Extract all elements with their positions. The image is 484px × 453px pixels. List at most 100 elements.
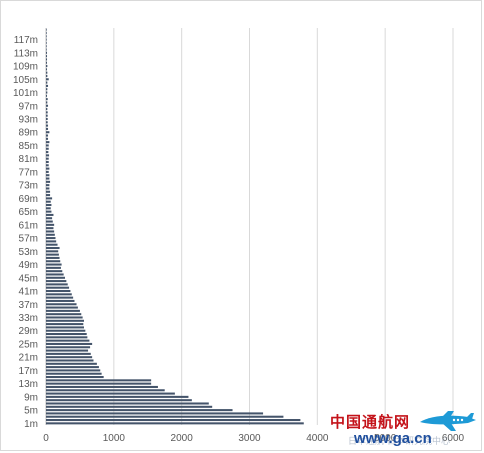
- bar: [46, 422, 304, 425]
- y-tick-label: 61m: [19, 220, 38, 231]
- bar: [46, 409, 233, 412]
- bar: [46, 45, 47, 48]
- bar: [46, 303, 77, 306]
- bar: [46, 399, 192, 402]
- bar: [46, 227, 54, 230]
- bar: [46, 323, 84, 326]
- bar: [46, 78, 49, 81]
- bar: [46, 349, 89, 352]
- airplane-icon: [420, 411, 476, 431]
- bar: [46, 55, 48, 58]
- bar: [46, 276, 65, 279]
- bar: [46, 180, 51, 183]
- bar: [46, 61, 48, 64]
- y-tick-label: 17m: [19, 366, 38, 377]
- y-tick-label: 21m: [19, 353, 38, 364]
- bar: [46, 395, 189, 398]
- y-tick-label: 101m: [13, 88, 38, 99]
- bar: [46, 210, 52, 213]
- y-tick-label: 89m: [19, 128, 38, 139]
- bar: [46, 405, 213, 408]
- bar: [46, 164, 49, 167]
- bar: [46, 71, 48, 74]
- bar: [46, 306, 78, 309]
- y-tick-label: 109m: [13, 62, 38, 73]
- bar: [46, 359, 94, 362]
- y-tick-label: 9m: [24, 392, 38, 403]
- bar: [46, 184, 50, 187]
- y-tick-label: 81m: [19, 154, 38, 165]
- bar: [46, 131, 50, 134]
- bar: [46, 101, 48, 104]
- bar: [46, 389, 165, 392]
- bar: [46, 88, 48, 91]
- bar: [46, 286, 70, 289]
- bar: [46, 190, 51, 193]
- bar: [46, 283, 68, 286]
- bar: [46, 207, 51, 210]
- bar: [46, 412, 264, 415]
- bar: [46, 372, 102, 375]
- bar: [46, 313, 82, 316]
- bar: [46, 111, 48, 114]
- bar: [46, 200, 51, 203]
- bar: [46, 333, 87, 336]
- bar: [46, 296, 74, 299]
- bar: [46, 160, 49, 164]
- y-tick-label: 37m: [19, 300, 38, 311]
- bar: [46, 309, 80, 312]
- bar: [46, 177, 50, 180]
- bar: [46, 223, 55, 226]
- bar: [46, 419, 301, 422]
- y-tick-label: 85m: [19, 141, 38, 152]
- bar: [46, 243, 58, 246]
- bar: [46, 58, 48, 61]
- y-tick-label: 117m: [14, 35, 38, 46]
- y-tick-label: 77m: [19, 167, 38, 178]
- y-tick-label: 65m: [19, 207, 38, 218]
- bar: [46, 246, 60, 250]
- bar: [46, 74, 48, 77]
- bar: [46, 270, 63, 273]
- bar: [46, 157, 49, 160]
- x-tick-label: 3000: [238, 433, 261, 444]
- y-tick-label: 25m: [19, 339, 38, 350]
- y-tick-label: 5m: [24, 406, 38, 417]
- bar: [46, 194, 51, 197]
- bar: [46, 174, 50, 177]
- bar: [46, 31, 47, 34]
- bar: [46, 51, 48, 54]
- bar: [46, 346, 91, 349]
- y-tick-label: 45m: [19, 273, 38, 284]
- bar: [46, 137, 49, 140]
- bar: [46, 91, 48, 94]
- bar: [46, 41, 47, 44]
- bar: [46, 154, 50, 157]
- bar: [46, 376, 104, 379]
- y-tick-label: 41m: [19, 287, 38, 298]
- watermark-logo: 中国通航网 日本通航·日本研究院中心 www.ga.cn: [330, 410, 480, 450]
- bar: [46, 98, 48, 101]
- bar: [46, 187, 50, 190]
- x-tick-label: 0: [43, 433, 49, 444]
- bar: [46, 117, 48, 120]
- bar: [46, 233, 55, 236]
- bar: [46, 134, 49, 137]
- watermark-url: www.ga.cn: [354, 430, 432, 447]
- bar: [46, 326, 84, 329]
- bar: [46, 385, 158, 388]
- bar: [46, 170, 49, 173]
- bar: [46, 84, 49, 87]
- bar: [46, 121, 48, 124]
- bar: [46, 392, 175, 395]
- bar: [46, 38, 47, 41]
- y-tick-label: 29m: [19, 326, 38, 337]
- y-tick-label: 97m: [19, 101, 38, 112]
- y-tick-label: 33m: [19, 313, 38, 324]
- bar: [46, 28, 47, 31]
- bar: [46, 230, 55, 233]
- bar: [46, 108, 48, 111]
- bar: [46, 266, 61, 269]
- bar: [46, 240, 57, 243]
